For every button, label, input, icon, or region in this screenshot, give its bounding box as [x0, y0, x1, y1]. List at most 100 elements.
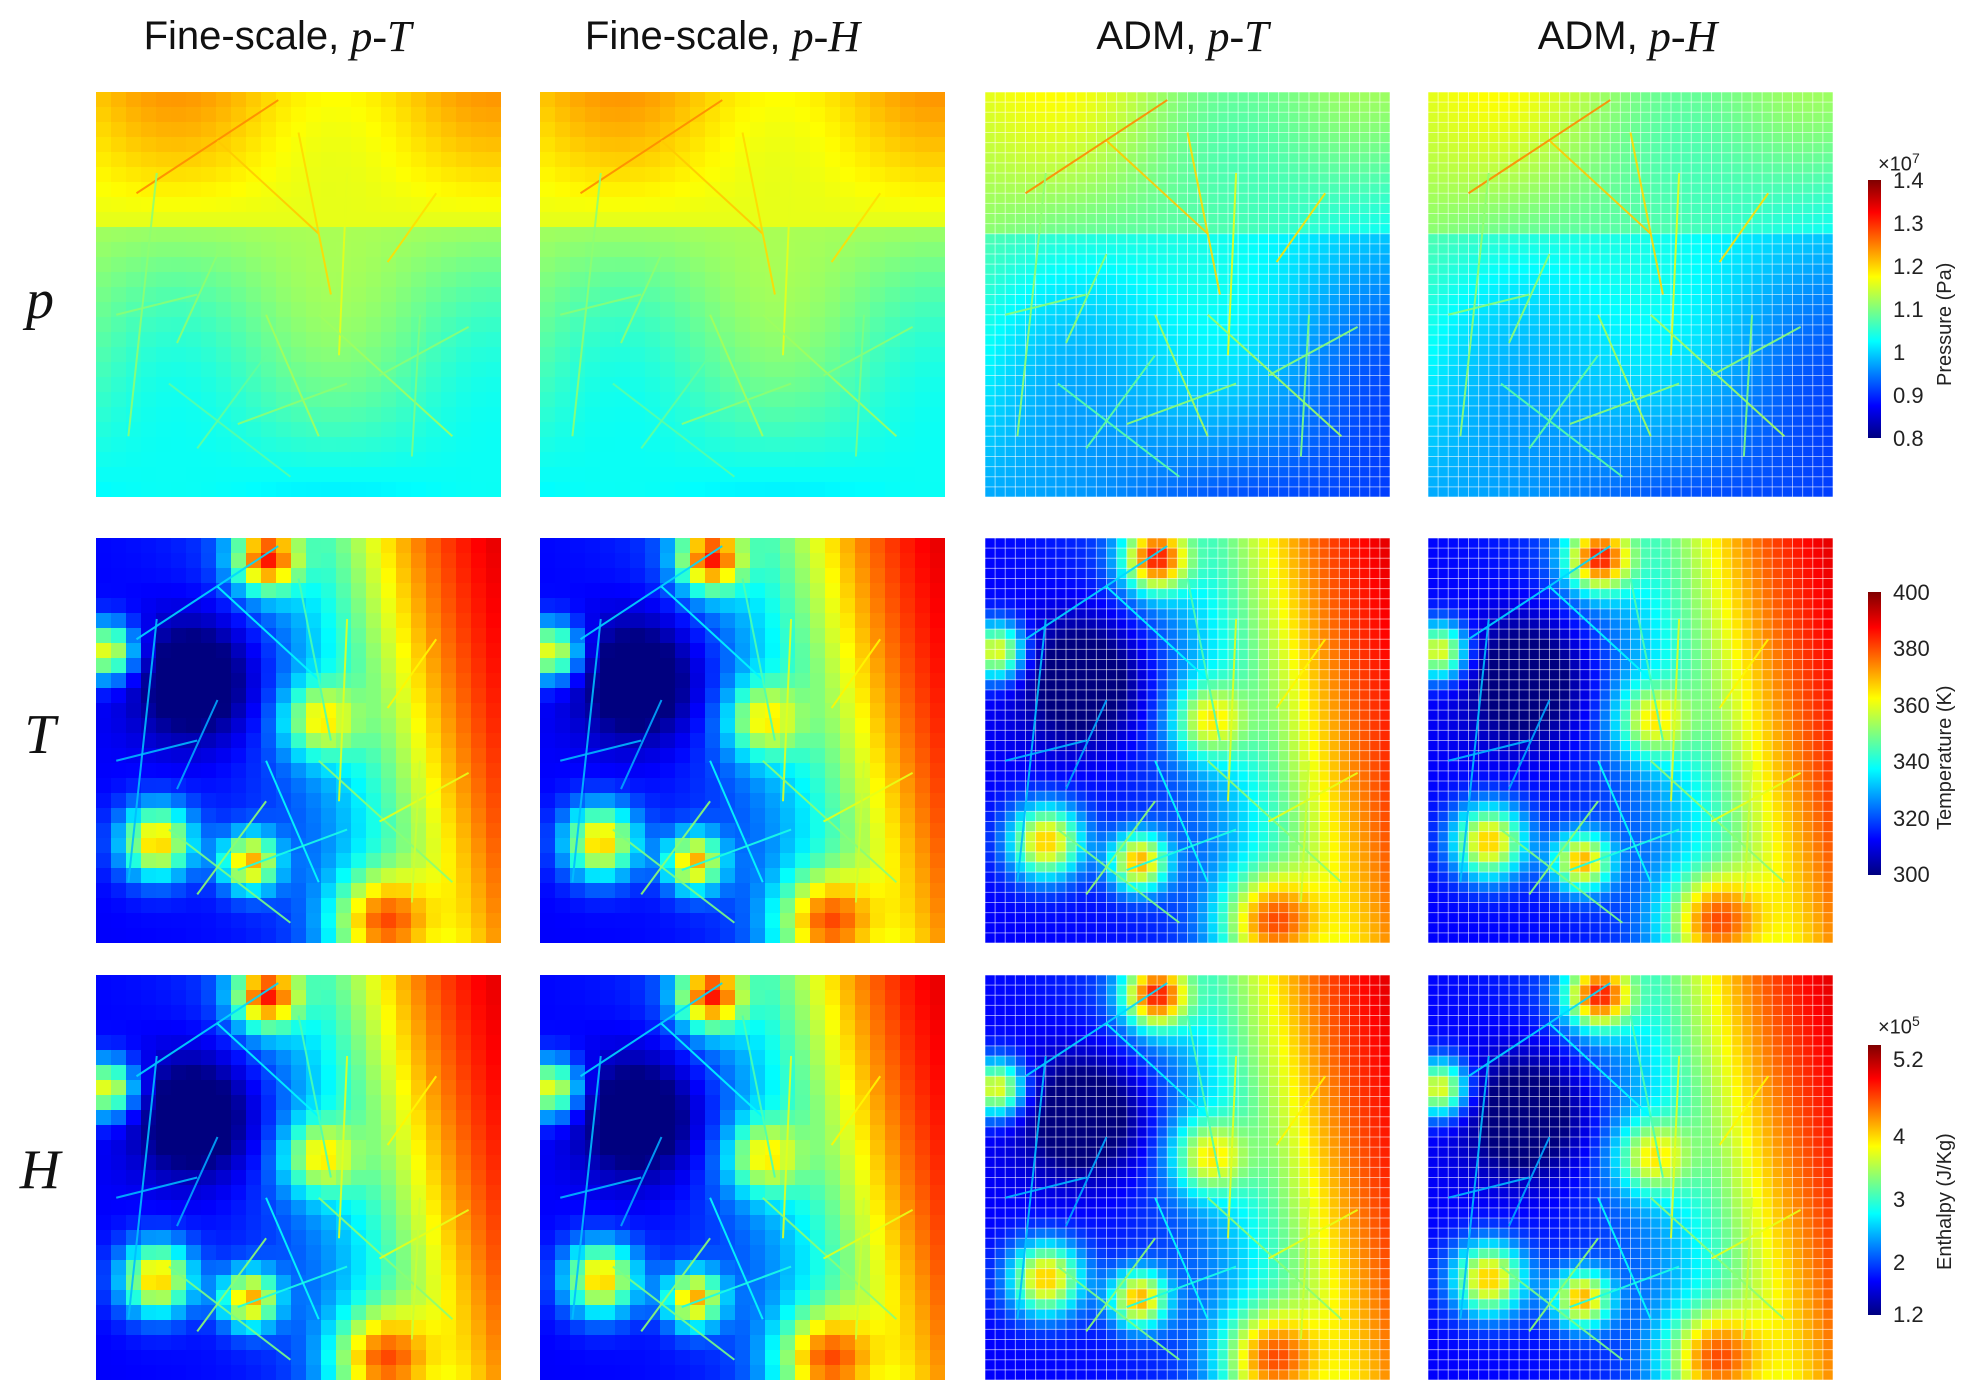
- field-map: [540, 975, 945, 1380]
- fracture-line: [196, 1237, 267, 1332]
- fracture-line: [318, 314, 454, 437]
- field-map: [1428, 975, 1833, 1380]
- fracture-line: [196, 354, 267, 449]
- fracture-line: [681, 1265, 792, 1309]
- colorbar-tick: 1.2: [1893, 1302, 1924, 1327]
- fracture-line: [560, 293, 642, 316]
- colorbar-tick: 300: [1893, 862, 1930, 887]
- field-panel: [1428, 538, 1833, 943]
- fracture-line: [830, 1075, 882, 1146]
- fracture-line: [1528, 354, 1599, 449]
- fracture-line: [318, 1197, 454, 1320]
- colorbar-multiplier: ×107: [1878, 150, 1920, 177]
- fracture-line: [265, 1197, 320, 1320]
- fracture-line: [379, 326, 470, 377]
- fracture-line: [1711, 326, 1802, 377]
- fracture-line: [1207, 314, 1343, 437]
- fracture-line: [1207, 760, 1343, 883]
- field-map: [1428, 538, 1833, 943]
- field-map: [985, 975, 1390, 1380]
- fracture-line: [620, 1136, 663, 1227]
- fracture-line: [237, 828, 348, 872]
- fracture-line: [216, 585, 320, 681]
- fracture-line: [379, 772, 470, 823]
- field-panel: [96, 975, 501, 1380]
- column-title-fine-ph: Fine-scale, p-H: [520, 6, 925, 66]
- fracture-line: [297, 132, 332, 295]
- fracture-line: [338, 172, 349, 356]
- fracture-line: [1126, 828, 1237, 872]
- fracture-line: [1500, 382, 1624, 478]
- fracture-line: [1528, 800, 1599, 895]
- field-map: [96, 92, 501, 497]
- fracture-line: [1569, 382, 1680, 426]
- fracture-line: [1448, 739, 1530, 762]
- fracture-line: [1275, 1075, 1327, 1146]
- colorbar-tick: 3: [1893, 1187, 1906, 1212]
- fracture-line: [1459, 618, 1490, 883]
- fracture-line: [196, 800, 267, 895]
- fracture-line: [1227, 618, 1238, 802]
- field-panel: [1428, 92, 1833, 497]
- column-title-math: p-T: [350, 11, 412, 61]
- colorbar-multiplier: ×105: [1878, 1013, 1920, 1040]
- fracture-line: [237, 382, 348, 426]
- fracture-line: [640, 354, 711, 449]
- fracture-line: [741, 132, 776, 295]
- fracture-line: [176, 1136, 219, 1227]
- field-panel: [96, 92, 501, 497]
- fracture-line: [1448, 1176, 1530, 1199]
- field-map: [540, 538, 945, 943]
- fracture-line: [410, 314, 421, 457]
- colorbar-gradient: [1868, 180, 1881, 438]
- column-title-fine-pt: Fine-scale, p-T: [75, 6, 480, 66]
- fracture-line: [386, 192, 438, 263]
- fracture-line: [265, 314, 320, 437]
- fracture-line: [1650, 314, 1786, 437]
- field-panel: [1428, 975, 1833, 1380]
- fracture-line: [762, 1197, 898, 1320]
- fracture-line: [237, 1265, 348, 1309]
- fracture-line: [854, 1197, 865, 1340]
- fracture-line: [1467, 99, 1611, 195]
- fracture-line: [709, 1197, 764, 1320]
- colorbar-gradient: [1868, 592, 1881, 875]
- fracture-line: [1186, 132, 1221, 295]
- fracture-line: [1105, 1022, 1209, 1118]
- fracture-line: [318, 760, 454, 883]
- fracture-line: [135, 545, 279, 641]
- fracture-line: [1528, 1237, 1599, 1332]
- fracture-line: [741, 578, 776, 741]
- fracture-line: [1275, 192, 1327, 263]
- colorbar-tick: 1.1: [1893, 297, 1924, 322]
- fracture-line: [1718, 1075, 1770, 1146]
- fracture-line: [135, 982, 279, 1078]
- colorbar-tick: 4: [1893, 1124, 1906, 1149]
- column-title-prefix: Fine-scale,: [584, 13, 781, 58]
- field-map: [96, 975, 501, 1380]
- colorbar-label: Pressure (Pa): [1934, 262, 1956, 386]
- fracture-line: [571, 1055, 602, 1320]
- fracture-line: [1299, 314, 1310, 457]
- column-title-prefix: Fine-scale,: [143, 13, 340, 58]
- column-title-math: p-H: [791, 11, 861, 61]
- colorbar-tick: 380: [1893, 636, 1930, 661]
- fracture-line: [127, 618, 158, 883]
- field-map: [96, 538, 501, 943]
- fracture-line: [1016, 618, 1047, 883]
- fracture-line: [1065, 699, 1108, 790]
- fracture-line: [1024, 99, 1168, 195]
- row-label-pressure: p: [26, 269, 54, 331]
- fracture-line: [762, 314, 898, 437]
- fracture-line: [854, 314, 865, 457]
- fracture-line: [168, 1265, 292, 1361]
- colorbar-tick: 1.4: [1893, 168, 1924, 193]
- fracture-line: [1670, 618, 1681, 802]
- fracture-line: [612, 1265, 736, 1361]
- fracture-line: [1629, 1015, 1664, 1178]
- fracture-line: [1268, 1209, 1359, 1260]
- fracture-line: [1227, 1055, 1238, 1239]
- column-title-prefix: ADM,: [1096, 13, 1197, 58]
- field-panel: [96, 538, 501, 943]
- fracture-line: [338, 1055, 349, 1239]
